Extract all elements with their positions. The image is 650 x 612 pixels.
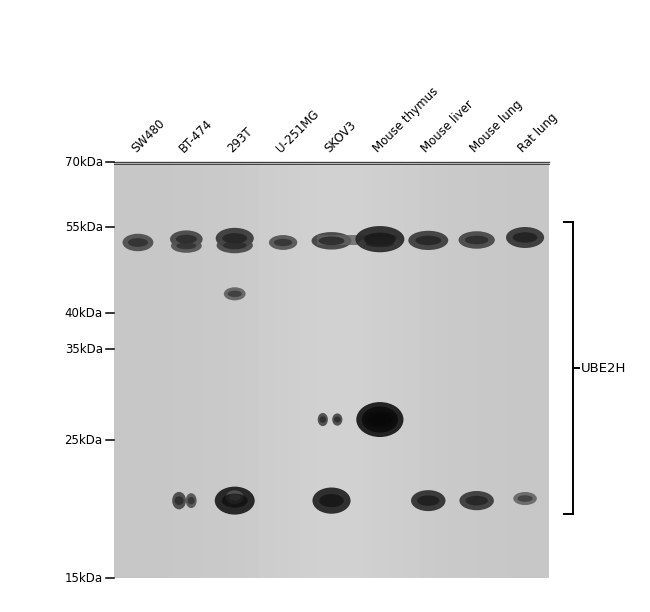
Bar <box>346 162 361 578</box>
Ellipse shape <box>175 496 183 505</box>
Ellipse shape <box>458 231 495 248</box>
Ellipse shape <box>408 231 448 250</box>
Ellipse shape <box>269 235 297 250</box>
Ellipse shape <box>318 236 344 245</box>
Bar <box>332 162 346 578</box>
Bar <box>201 162 215 578</box>
Ellipse shape <box>186 493 196 508</box>
Bar <box>389 162 404 578</box>
Ellipse shape <box>122 234 153 251</box>
Bar <box>317 162 332 578</box>
Text: SW480: SW480 <box>129 116 167 155</box>
Bar <box>302 162 317 578</box>
Ellipse shape <box>128 238 148 247</box>
Bar <box>128 162 143 578</box>
Ellipse shape <box>368 413 392 426</box>
Ellipse shape <box>465 496 488 506</box>
Ellipse shape <box>188 497 195 504</box>
Text: U-251MG: U-251MG <box>274 107 322 155</box>
Ellipse shape <box>226 490 244 504</box>
Text: 293T: 293T <box>226 125 255 155</box>
Text: 15kDa: 15kDa <box>64 572 103 585</box>
Ellipse shape <box>170 230 203 248</box>
Bar <box>462 162 476 578</box>
Text: 40kDa: 40kDa <box>64 307 103 320</box>
Bar <box>506 162 520 578</box>
Ellipse shape <box>362 406 398 433</box>
Bar <box>361 162 375 578</box>
Text: 70kDa: 70kDa <box>64 155 103 169</box>
Ellipse shape <box>318 413 328 426</box>
Text: Mouse lung: Mouse lung <box>467 98 525 155</box>
Ellipse shape <box>313 488 350 513</box>
Text: 25kDa: 25kDa <box>64 434 103 447</box>
Ellipse shape <box>334 417 341 423</box>
Ellipse shape <box>172 492 186 509</box>
Text: Rat lung: Rat lung <box>516 111 560 155</box>
Ellipse shape <box>214 487 255 515</box>
Ellipse shape <box>311 232 352 250</box>
Ellipse shape <box>176 242 196 249</box>
Bar <box>172 162 187 578</box>
Ellipse shape <box>320 416 326 423</box>
Bar <box>448 162 462 578</box>
Text: Mouse thymus: Mouse thymus <box>370 84 441 155</box>
Bar <box>244 162 259 578</box>
Ellipse shape <box>176 235 197 244</box>
Bar <box>143 162 157 578</box>
Ellipse shape <box>171 239 202 253</box>
Text: Mouse liver: Mouse liver <box>419 98 476 155</box>
Text: 35kDa: 35kDa <box>65 343 103 356</box>
Ellipse shape <box>332 414 343 426</box>
Ellipse shape <box>364 233 396 245</box>
Bar <box>433 162 448 578</box>
Ellipse shape <box>417 495 439 506</box>
Bar <box>274 162 288 578</box>
Bar <box>114 162 549 578</box>
Ellipse shape <box>229 494 240 501</box>
Ellipse shape <box>365 411 395 428</box>
Ellipse shape <box>465 236 488 244</box>
Ellipse shape <box>514 492 537 505</box>
Text: UBE2H: UBE2H <box>581 362 627 375</box>
Bar <box>157 162 172 578</box>
Ellipse shape <box>506 227 544 248</box>
Ellipse shape <box>224 287 246 300</box>
Ellipse shape <box>415 236 441 245</box>
Bar <box>215 162 230 578</box>
Ellipse shape <box>358 237 402 251</box>
Bar <box>535 162 549 578</box>
Bar <box>375 162 389 578</box>
Text: 55kDa: 55kDa <box>65 221 103 234</box>
Ellipse shape <box>356 226 404 252</box>
Ellipse shape <box>274 239 292 246</box>
Bar <box>491 162 506 578</box>
Bar <box>114 162 128 578</box>
Ellipse shape <box>227 291 242 297</box>
Ellipse shape <box>460 491 494 510</box>
Ellipse shape <box>319 494 344 507</box>
Ellipse shape <box>222 494 248 507</box>
Text: BT-474: BT-474 <box>177 116 215 155</box>
Bar <box>187 162 201 578</box>
Bar <box>259 162 274 578</box>
Bar <box>288 162 302 578</box>
Bar <box>317 235 396 245</box>
Ellipse shape <box>222 233 247 244</box>
Ellipse shape <box>216 237 253 253</box>
Bar <box>520 162 535 578</box>
Bar <box>404 162 419 578</box>
Ellipse shape <box>513 232 538 243</box>
Bar <box>419 162 433 578</box>
Ellipse shape <box>411 490 445 511</box>
Ellipse shape <box>223 242 246 249</box>
Bar <box>230 162 244 578</box>
Bar <box>476 162 491 578</box>
Ellipse shape <box>216 228 254 249</box>
Ellipse shape <box>366 241 394 247</box>
Text: SKOV3: SKOV3 <box>322 118 359 155</box>
Ellipse shape <box>356 402 404 437</box>
Ellipse shape <box>517 495 533 502</box>
